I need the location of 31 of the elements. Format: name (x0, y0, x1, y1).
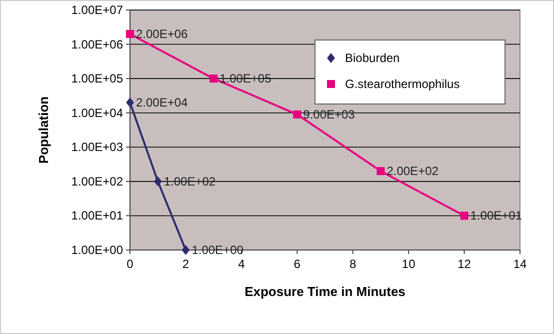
x-tick-label: 8 (350, 257, 357, 271)
x-tick-label: 2 (182, 257, 190, 271)
point (210, 74, 218, 83)
x-tick-label: 12 (458, 257, 472, 271)
legend-label: G.stearothermophilus (345, 77, 460, 91)
legend-label: Bioburden (345, 51, 400, 65)
point (126, 30, 134, 38)
y-axis-title: Population (36, 96, 51, 164)
x-tick-label: 14 (513, 257, 527, 271)
x-tick-label: 10 (402, 257, 416, 271)
y-tick-label: 1.00E+07 (71, 3, 124, 17)
y-tick-label: 1.00E+01 (71, 208, 124, 223)
x-tick-label: 0 (126, 257, 134, 271)
y-tick-label: 1.00E+05 (71, 72, 124, 86)
x-tick-label: 6 (294, 257, 301, 271)
point (460, 212, 468, 220)
point (293, 110, 302, 118)
y-tick-label: 1.00E+04 (71, 106, 124, 120)
point (126, 98, 134, 108)
data-label: 2.00E+02 (386, 164, 439, 178)
y-tick-label: 1.00E+03 (71, 140, 124, 154)
point (376, 167, 385, 176)
y-tick-label: 1.00E+06 (71, 37, 124, 52)
point (154, 176, 162, 186)
x-tick-label: 4 (238, 257, 246, 271)
y-tick-label: 1.00E+00 (71, 243, 124, 257)
data-label: 2.00E+06 (136, 26, 188, 41)
point (182, 245, 190, 255)
data-label: 2.00E+04 (136, 96, 188, 110)
y-tick-label: 1.00E+02 (71, 174, 124, 188)
x-axis-title: Exposure Time in Minutes (244, 284, 406, 299)
